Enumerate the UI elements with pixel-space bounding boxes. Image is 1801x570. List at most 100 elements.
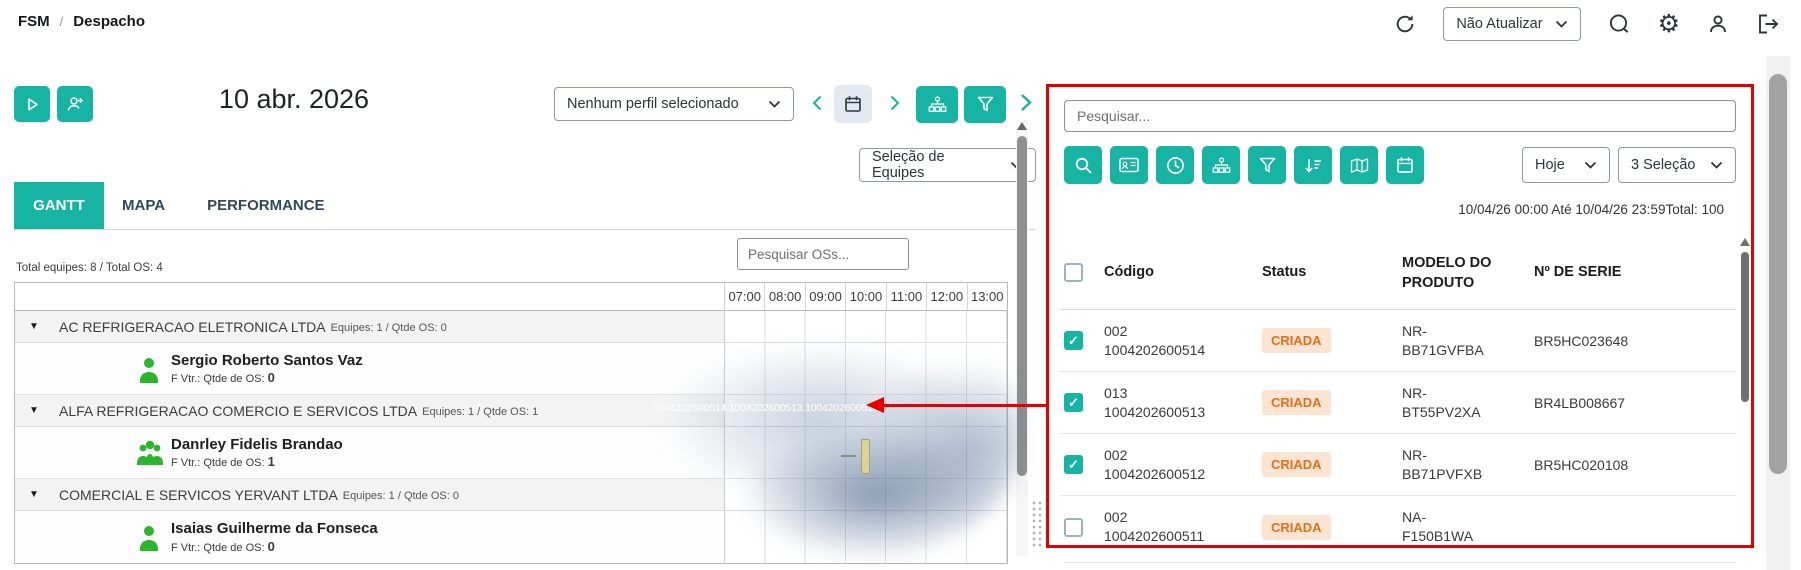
breadcrumb-app[interactable]: FSM xyxy=(18,13,50,30)
refresh-icon[interactable] xyxy=(1394,13,1416,35)
task-connector xyxy=(841,455,856,457)
team-name: Sergio Roberto Santos Vaz xyxy=(171,351,363,369)
gear-icon[interactable]: ⚙ xyxy=(1657,9,1680,38)
row-checkbox[interactable] xyxy=(1064,517,1083,537)
os-table-scrollbar[interactable] xyxy=(1740,238,1750,538)
history-button[interactable] xyxy=(1156,146,1194,184)
collapse-triangle-icon[interactable]: ▼ xyxy=(29,405,39,416)
id-card-icon xyxy=(1119,157,1139,173)
row-checkbox[interactable]: ✓ xyxy=(1064,393,1083,412)
chevron-down-icon xyxy=(1555,20,1567,28)
os-table-row[interactable]: 002 1004202600511 CRIADA NA-F150B1WA xyxy=(1060,496,1736,558)
prev-day-chevron[interactable] xyxy=(812,95,822,111)
gantt-group-row[interactable]: ▼ AC REFRIGERACAO ELETRONICA LTDA Equipe… xyxy=(15,311,1007,343)
os-calendar-button[interactable] xyxy=(1386,146,1424,184)
search-button[interactable] xyxy=(1064,146,1102,184)
calendar-picker-button[interactable] xyxy=(834,85,872,123)
gantt-scrollbar[interactable] xyxy=(1016,120,1028,556)
gantt-team-row[interactable]: Isaias Guilherme da Fonseca F Vtr.: Qtde… xyxy=(15,511,1007,563)
id-card-button[interactable] xyxy=(1110,146,1148,184)
group-name: ALFA REFRIGERACAO COMERCIO E SERVICOS LT… xyxy=(59,402,418,419)
scrollbar-thumb[interactable] xyxy=(1769,74,1787,474)
scroll-up-arrow-icon[interactable] xyxy=(1740,238,1750,246)
row-checkbox[interactable]: ✓ xyxy=(1064,331,1083,350)
os-table-row[interactable]: ✓ 002 1004202600512 CRIADA NR-BB71PVFXB B… xyxy=(1060,434,1736,496)
user-icon[interactable] xyxy=(1707,13,1729,35)
team-selection-value: Seleção de Equipes xyxy=(872,149,945,181)
collapse-triangle-icon[interactable]: ▼ xyxy=(29,321,39,332)
team-info: F Vtr.: Qtde de OS: 1 xyxy=(171,454,275,470)
sort-button[interactable] xyxy=(1294,146,1332,184)
gantt-group-row[interactable]: ▼ COMERCIAL E SERVICOS YERVANT LTDA Equi… xyxy=(15,479,1007,511)
page-scrollbar[interactable] xyxy=(1766,56,1790,570)
filter-icon xyxy=(1259,157,1275,172)
scrollbar-thumb[interactable] xyxy=(1741,252,1749,402)
gantt-os-search-input[interactable] xyxy=(737,238,909,270)
logout-icon[interactable] xyxy=(1756,13,1779,35)
hierarchy-view-button[interactable] xyxy=(916,86,958,123)
gantt-team-row[interactable]: Danrley Fidelis Brandao F Vtr.: Qtde de … xyxy=(15,427,1007,479)
tab-performance[interactable]: PERFORMANCE xyxy=(207,197,325,214)
tab-gantt[interactable]: GANTT xyxy=(14,182,104,229)
period-select[interactable]: Hoje xyxy=(1522,147,1610,183)
dispatch-panel: 10 abr. 2026 Nenhum perfil selecionado S… xyxy=(14,74,1036,564)
collapse-triangle-icon[interactable]: ▼ xyxy=(29,489,39,500)
tab-mapa[interactable]: MAPA xyxy=(122,197,166,214)
col-header-status[interactable]: Status xyxy=(1262,264,1307,281)
auto-refresh-select[interactable]: Não Atualizar xyxy=(1443,7,1581,41)
time-tick: 09:00 xyxy=(804,283,845,310)
map-button[interactable] xyxy=(1340,146,1378,184)
time-tick: 12:00 xyxy=(926,283,966,310)
os-table: Código Status MODELO DO PRODUTO Nº DE SE… xyxy=(1060,236,1736,558)
totals-text: Total equipes: 8 / Total OS: 4 xyxy=(16,262,163,274)
gantt-time-header: 07:00 08:00 09:00 10:00 11:00 12:00 13:0… xyxy=(15,283,1007,311)
group-meta: Equipes: 1 / Qtde OS: 0 xyxy=(330,321,447,334)
group-meta: Equipes: 1 / Qtde OS: 0 xyxy=(342,489,459,502)
select-all-checkbox[interactable] xyxy=(1064,263,1083,282)
person-add-icon xyxy=(67,97,83,111)
time-tick: 08:00 xyxy=(764,283,804,310)
chat-icon[interactable] xyxy=(1608,13,1631,36)
start-dispatch-button[interactable] xyxy=(14,86,50,122)
topbar-actions: Não Atualizar ⚙ xyxy=(1394,6,1779,42)
scrollbar-thumb[interactable] xyxy=(1017,136,1027,476)
row-checkbox[interactable]: ✓ xyxy=(1064,455,1083,474)
os-panel-search-input[interactable] xyxy=(1064,100,1736,132)
toolbar-next-chevron[interactable] xyxy=(1020,93,1032,112)
gantt-team-row[interactable]: Sergio Roberto Santos Vaz F Vtr.: Qtde d… xyxy=(15,343,1007,395)
person-icon xyxy=(135,518,165,556)
gantt-date-title: 10 abr. 2026 xyxy=(218,84,370,114)
annotation-arrow-line xyxy=(884,404,1046,407)
status-badge: CRIADA xyxy=(1262,452,1331,477)
time-tick: 10:00 xyxy=(845,283,885,310)
panel-splitter-handle[interactable] xyxy=(1031,500,1043,548)
time-tick: 07:00 xyxy=(728,289,761,304)
col-header-codigo[interactable]: Código xyxy=(1104,264,1154,281)
col-header-modelo[interactable]: MODELO DO PRODUTO xyxy=(1402,254,1492,291)
gantt-filter-button[interactable] xyxy=(964,86,1006,123)
selection-select[interactable]: 3 Seleção xyxy=(1618,147,1736,183)
os-table-row[interactable]: ✓ 013 1004202600513 CRIADA NR-BT55PV2XA B… xyxy=(1060,372,1736,434)
people-group-icon xyxy=(135,434,165,472)
scroll-up-arrow-icon[interactable] xyxy=(1017,122,1027,130)
period-select-value: Hoje xyxy=(1535,157,1565,173)
next-day-chevron[interactable] xyxy=(890,95,900,111)
breadcrumb-page: Despacho xyxy=(73,13,145,30)
status-badge: CRIADA xyxy=(1262,390,1331,415)
row-divider xyxy=(1064,562,1736,563)
hierarchy-button[interactable] xyxy=(1202,146,1240,184)
auto-refresh-value: Não Atualizar xyxy=(1456,16,1543,32)
os-table-row[interactable]: ✓ 002 1004202600514 CRIADA NR-BB71GVFBA B… xyxy=(1060,310,1736,372)
team-name: Isaias Guilherme da Fonseca xyxy=(171,520,378,538)
filter-icon xyxy=(977,96,993,112)
os-table-header: Código Status MODELO DO PRODUTO Nº DE SE… xyxy=(1060,236,1736,310)
team-info: F Vtr.: Qtde de OS: 0 xyxy=(171,538,275,554)
add-team-button[interactable] xyxy=(57,86,93,122)
profile-select[interactable]: Nenhum perfil selecionado xyxy=(554,87,794,121)
task-bar[interactable] xyxy=(861,439,870,474)
col-header-serie[interactable]: Nº DE SERIE xyxy=(1534,264,1622,281)
chevron-down-icon xyxy=(768,100,781,108)
calendar-icon xyxy=(1397,157,1413,173)
team-selection-select[interactable]: Seleção de Equipes xyxy=(859,148,1036,182)
os-filter-button[interactable] xyxy=(1248,146,1286,184)
